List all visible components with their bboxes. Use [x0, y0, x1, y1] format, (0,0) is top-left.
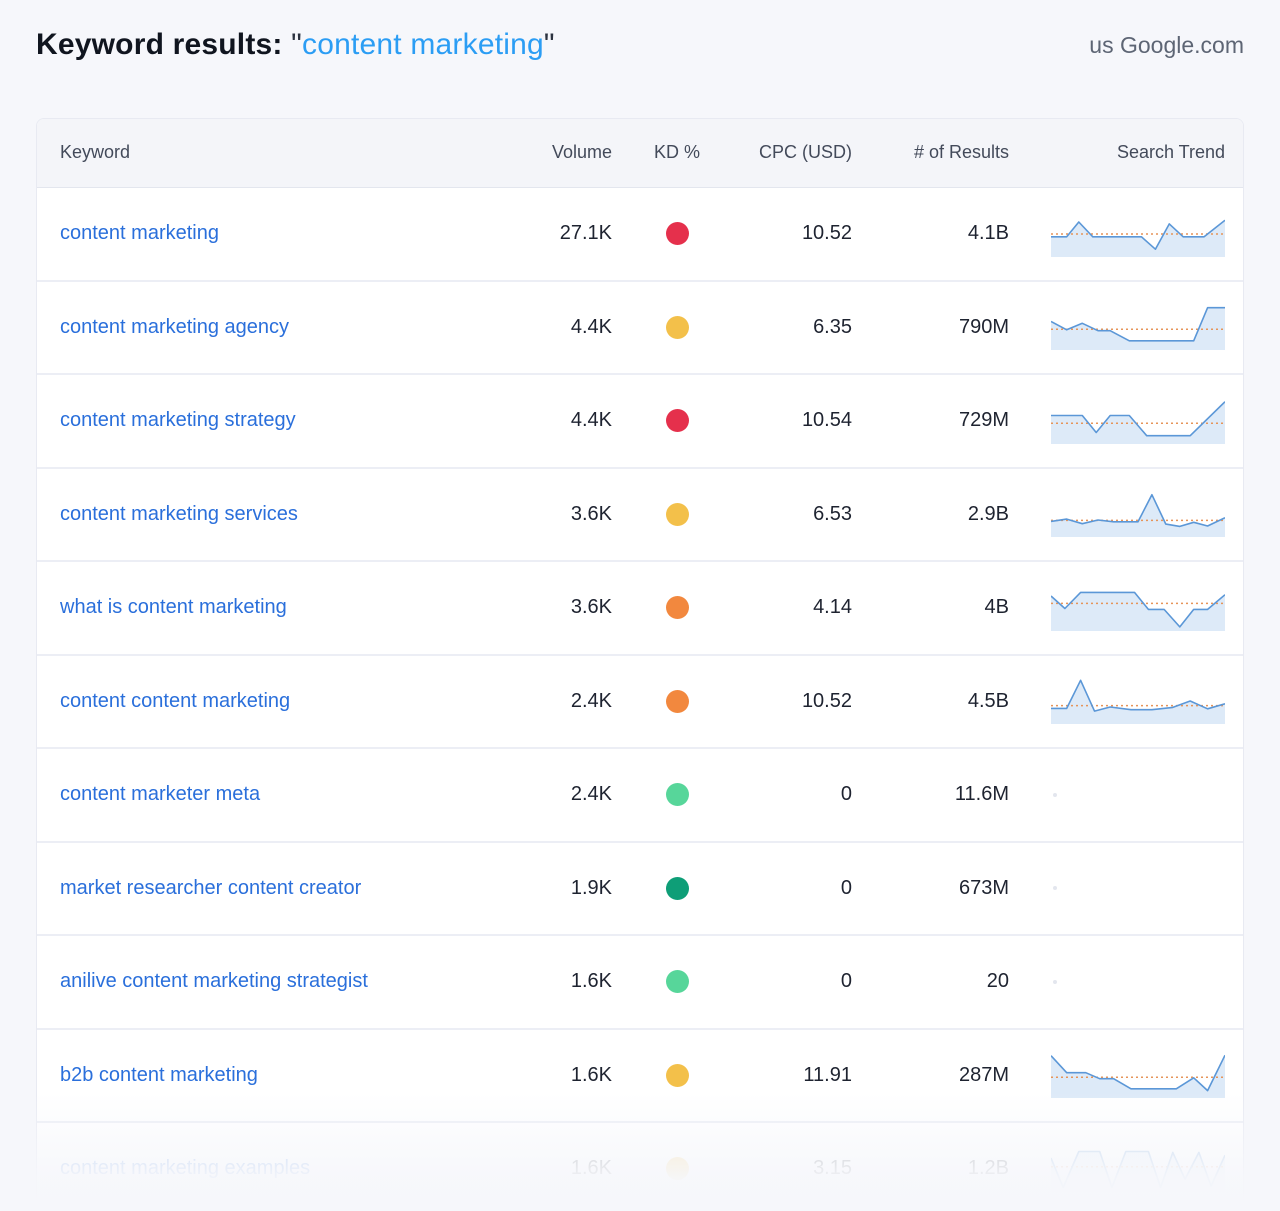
- volume-value: 27.1K: [517, 187, 612, 282]
- results-count: 4.5B: [872, 654, 1027, 749]
- results-count: 2.9B: [872, 467, 1027, 562]
- volume-value: 2.4K: [517, 748, 612, 843]
- table-row: content marketer meta 2.4K 0 11.6M: [37, 748, 1243, 843]
- search-trend-sparkline: [1051, 398, 1226, 444]
- search-trend-sparkline: [1050, 491, 1226, 538]
- volume-value: 3.6K: [517, 561, 612, 656]
- keyword-results-table-card: Keyword Volume KD % CPC (USD) # of Resul…: [36, 118, 1244, 1211]
- keyword-link[interactable]: content content marketing: [60, 689, 291, 712]
- results-count: 790M: [872, 280, 1027, 375]
- column-header-keyword[interactable]: Keyword: [37, 119, 517, 188]
- title-label: Keyword results:: [36, 28, 283, 61]
- kd-difficulty-dot: [665, 783, 689, 807]
- cpc-value: 10.52: [742, 187, 872, 282]
- column-header-trend[interactable]: Search Trend: [1027, 119, 1243, 188]
- table-row: content marketing services 3.6K 6.53 2.9…: [37, 467, 1243, 562]
- table-row: content marketing examples 1.6K 3.15 1.2…: [37, 1122, 1243, 1211]
- cpc-value: 0: [742, 841, 872, 936]
- close-quote: ": [543, 28, 555, 61]
- search-trend-sparkline: [1050, 304, 1225, 351]
- results-count: 20: [872, 935, 1027, 1030]
- table-row: content marketing 27.1K 10.52 4.1B: [37, 187, 1243, 282]
- kd-difficulty-dot: [665, 315, 689, 339]
- volume-value: 1.6K: [517, 1028, 612, 1123]
- kd-difficulty-dot: [665, 970, 689, 994]
- cpc-value: 11.91: [742, 1028, 872, 1123]
- kd-difficulty-dot: [665, 876, 689, 900]
- database-domain: Google.com: [1119, 31, 1244, 58]
- column-header-results[interactable]: # of Results: [872, 119, 1027, 188]
- results-count: 4.1B: [872, 187, 1027, 282]
- page-header: Keyword results: "content marketing" us …: [36, 28, 1244, 62]
- table-header-row: Keyword Volume KD % CPC (USD) # of Resul…: [37, 119, 1243, 188]
- search-trend-sparkline: [1051, 678, 1226, 725]
- volume-value: 4.4K: [517, 374, 612, 469]
- cpc-value: 6.53: [742, 467, 872, 562]
- table-row: b2b content marketing 1.6K 11.91 287M: [37, 1028, 1243, 1123]
- search-trend-sparkline: [1051, 211, 1226, 257]
- kd-difficulty-dot: [665, 502, 689, 526]
- cpc-value: 0: [742, 935, 872, 1030]
- search-trend-sparkline: [1050, 1052, 1226, 1099]
- query-text: content marketing: [302, 28, 544, 61]
- keyword-link[interactable]: content marketing agency: [60, 315, 290, 338]
- results-count: 1.2B: [872, 1122, 1027, 1211]
- kd-difficulty-dot: [665, 596, 689, 620]
- kd-difficulty-dot: [665, 222, 689, 246]
- table-row: content content marketing 2.4K 10.52 4.5…: [37, 654, 1243, 749]
- database-scope: us Google.com: [1089, 32, 1244, 59]
- database-code: us: [1089, 31, 1114, 58]
- page-title: Keyword results: "content marketing": [36, 28, 555, 62]
- search-trend-sparkline: [1051, 959, 1225, 1005]
- table-row: what is content marketing 3.6K 4.14 4B: [37, 561, 1243, 656]
- column-header-cpc[interactable]: CPC (USD): [742, 119, 872, 188]
- cpc-value: 3.15: [742, 1122, 872, 1211]
- kd-difficulty-dot: [665, 409, 689, 433]
- keyword-link[interactable]: content marketing: [60, 222, 219, 244]
- kd-difficulty-dot: [665, 1063, 689, 1087]
- volume-value: 1.9K: [517, 841, 612, 936]
- kd-difficulty-dot: [665, 689, 689, 713]
- keyword-link[interactable]: content marketing services: [60, 502, 298, 525]
- results-count: 4B: [872, 561, 1027, 656]
- search-trend-sparkline: [1051, 865, 1225, 911]
- keyword-link[interactable]: anilive content marketing strategist: [60, 970, 368, 993]
- search-trend-sparkline: [1050, 1146, 1226, 1192]
- column-header-volume[interactable]: Volume: [517, 119, 612, 188]
- table-row: market researcher content creator 1.9K 0…: [37, 841, 1243, 936]
- table-row: anilive content marketing strategist 1.6…: [37, 935, 1243, 1030]
- keyword-link[interactable]: what is content marketing: [60, 596, 287, 619]
- results-count: 729M: [872, 374, 1027, 469]
- results-count: 673M: [872, 841, 1027, 936]
- volume-value: 1.6K: [517, 935, 612, 1030]
- volume-value: 1.6K: [517, 1122, 612, 1211]
- cpc-value: 0: [742, 748, 872, 843]
- cpc-value: 10.52: [742, 654, 872, 749]
- cpc-value: 6.35: [742, 280, 872, 375]
- volume-value: 4.4K: [517, 280, 612, 375]
- keyword-link[interactable]: b2b content marketing: [60, 1063, 258, 1086]
- keyword-link[interactable]: content marketing examples: [60, 1157, 311, 1180]
- cpc-value: 10.54: [742, 374, 872, 469]
- keyword-link[interactable]: content marketing strategy: [60, 409, 296, 432]
- open-quote: ": [291, 28, 303, 61]
- volume-value: 3.6K: [517, 467, 612, 562]
- volume-value: 2.4K: [517, 654, 612, 749]
- keyword-results-table: Keyword Volume KD % CPC (USD) # of Resul…: [37, 119, 1243, 1211]
- search-trend-sparkline: [1050, 585, 1226, 631]
- results-count: 11.6M: [872, 748, 1027, 843]
- search-trend-sparkline: [1051, 772, 1225, 818]
- table-row: content marketing agency 4.4K 6.35 790M: [37, 280, 1243, 375]
- keyword-link[interactable]: market researcher content creator: [60, 876, 362, 899]
- table-row: content marketing strategy 4.4K 10.54 72…: [37, 374, 1243, 469]
- results-count: 287M: [872, 1028, 1027, 1123]
- column-header-kd[interactable]: KD %: [612, 119, 742, 188]
- keyword-link[interactable]: content marketer meta: [60, 783, 261, 806]
- kd-difficulty-dot: [665, 1157, 689, 1181]
- cpc-value: 4.14: [742, 561, 872, 656]
